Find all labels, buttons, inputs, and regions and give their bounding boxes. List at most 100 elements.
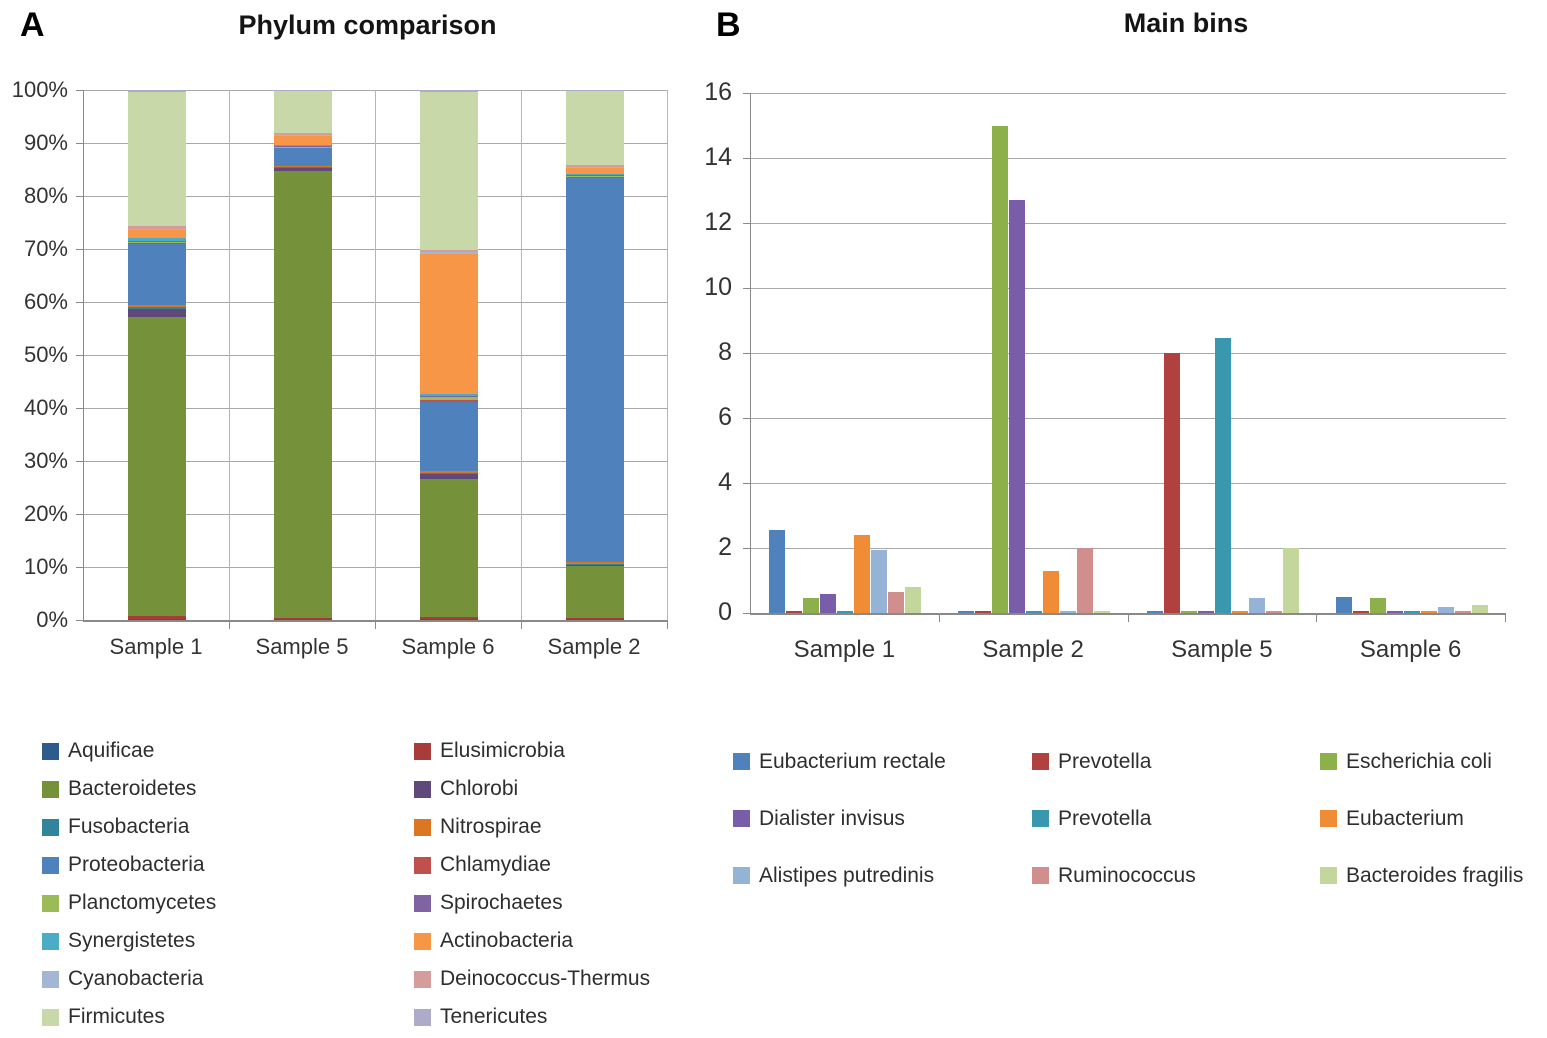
- legend-item: Actinobacteria: [414, 922, 650, 960]
- legend-swatch: [42, 818, 59, 836]
- bar-segment-chlorobi: [420, 474, 478, 480]
- bar-segment-bacteroidetes: [128, 316, 186, 617]
- y-tick: [743, 92, 750, 94]
- legend-swatch: [42, 932, 59, 950]
- gridline: [229, 90, 230, 620]
- legend-label: Chlorobi: [440, 777, 519, 800]
- legend-item: Chlamydiae: [414, 846, 650, 884]
- y-tick-label: 10%: [23, 554, 68, 579]
- bar-segment-actinobacteria: [128, 230, 186, 238]
- legend-label: Firmicutes: [68, 1005, 165, 1028]
- bar-eubacterium-rectale: [769, 530, 786, 613]
- x-tick: [1505, 615, 1506, 622]
- bar-escherichia-coli: [1369, 598, 1386, 613]
- y-tick-label: 0%: [36, 607, 68, 632]
- bar-segment-chlamydiae: [274, 147, 332, 149]
- bar-ruminococcus: [1077, 548, 1094, 613]
- bar-segment-deinococcus-thermus: [128, 226, 186, 230]
- panel-a-title: Phylum comparison: [238, 10, 497, 40]
- x-tick-label: Sample 2: [547, 634, 641, 659]
- legend-label: Alistipes putredinis: [759, 863, 935, 887]
- legend-label: Elusimicrobia: [440, 739, 565, 762]
- gridline: [751, 418, 1506, 419]
- bar-bacteroides-fragilis: [905, 587, 922, 613]
- bar-segment-aquificae: [566, 619, 624, 620]
- panel-b-label: B: [716, 6, 741, 44]
- bar-dialister-invisus: [1386, 611, 1403, 613]
- legend-swatch: [42, 1008, 59, 1026]
- legend-label: Prevotella: [1058, 749, 1152, 773]
- legend-swatch: [414, 818, 431, 836]
- bar-eubacterium-rectale: [958, 610, 975, 613]
- legend-item: Alistipes putredinis: [733, 847, 1032, 904]
- legend-label: Spirochaetes: [440, 891, 563, 914]
- bar-segment-elusimicrobia: [274, 618, 332, 620]
- bar-segment-chlamydiae: [420, 400, 478, 402]
- legend-item: Elusimicrobia: [414, 732, 650, 770]
- bar-segment-elusimicrobia: [566, 618, 624, 620]
- gridline: [84, 143, 668, 144]
- gridline: [667, 90, 668, 620]
- bar-segment-spirochaetes: [566, 175, 624, 176]
- legend-swatch: [42, 742, 59, 760]
- legend-item: Nitrospirae: [414, 808, 650, 846]
- y-tick-label: 0: [718, 598, 732, 626]
- y-tick-label: 80%: [23, 183, 68, 208]
- y-tick: [76, 513, 83, 515]
- bar-segment-chlamydiae: [566, 176, 624, 178]
- bar-segment-nitrospirae: [274, 166, 332, 168]
- legend-swatch: [414, 894, 431, 912]
- gridline: [84, 196, 668, 197]
- y-tick: [76, 460, 83, 462]
- bar-segment-planctomycetes: [566, 175, 624, 177]
- legend-item: Tenericutes: [414, 998, 650, 1036]
- bar-segment-chlorobi: [566, 564, 624, 567]
- bar-segment-fusobacteria: [566, 563, 624, 565]
- y-tick-label: 8: [718, 338, 732, 366]
- bar-segment-bacteroidetes: [274, 170, 332, 619]
- gridline: [84, 567, 668, 568]
- y-tick: [76, 566, 83, 568]
- bar-segment-nitrospirae: [128, 304, 186, 308]
- y-tick-label: 2: [718, 533, 732, 561]
- main-bins-legend: Eubacterium rectale Prevotella Escherichia…: [733, 733, 1523, 904]
- gridline: [751, 158, 1506, 159]
- bar-segment-actinobacteria: [566, 167, 624, 175]
- gridline: [84, 408, 668, 409]
- bar-escherichia-coli: [992, 125, 1009, 613]
- legend-label: Fusobacteria: [68, 815, 190, 838]
- x-tick-label: Sample 1: [793, 636, 896, 663]
- y-tick: [743, 352, 750, 354]
- bar-ruminococcus: [1454, 611, 1471, 613]
- bar-prevotella: [837, 611, 854, 613]
- legend-item: Proteobacteria: [42, 846, 414, 884]
- legend-swatch: [42, 856, 59, 874]
- y-tick-label: 10: [704, 273, 732, 301]
- x-tick: [375, 622, 376, 629]
- bar-segment-proteobacteria: [274, 148, 332, 167]
- y-tick-label: 16: [704, 78, 732, 106]
- panel-a-label: A: [20, 6, 45, 44]
- bar-eubacterium-rectale: [1335, 596, 1352, 613]
- y-tick-label: 30%: [23, 448, 68, 473]
- legend-swatch: [42, 780, 59, 798]
- y-tick: [76, 407, 83, 409]
- bar-segment-aquificae: [420, 619, 478, 620]
- gridline: [751, 353, 1506, 354]
- legend-swatch: [414, 780, 431, 798]
- legend-label: Aquificae: [68, 739, 155, 762]
- y-tick: [743, 222, 750, 224]
- x-tick-label: Sample 1: [109, 634, 203, 659]
- bar-segment-synergistetes: [566, 174, 624, 176]
- legend-item: Cyanobacteria: [42, 960, 414, 998]
- legend-label: Ruminococcus: [1058, 863, 1196, 887]
- bar-dialister-invisus: [1009, 200, 1026, 613]
- bar-segment-cyanobacteria: [128, 229, 186, 231]
- y-tick: [76, 248, 83, 250]
- y-tick-label: 6: [718, 403, 732, 431]
- legend-label: Synergistetes: [68, 929, 196, 952]
- bar-segment-chlamydiae: [128, 242, 186, 244]
- legend-swatch: [414, 1008, 431, 1026]
- y-tick: [76, 195, 83, 197]
- legend-item: Escherichia coli: [1320, 733, 1523, 790]
